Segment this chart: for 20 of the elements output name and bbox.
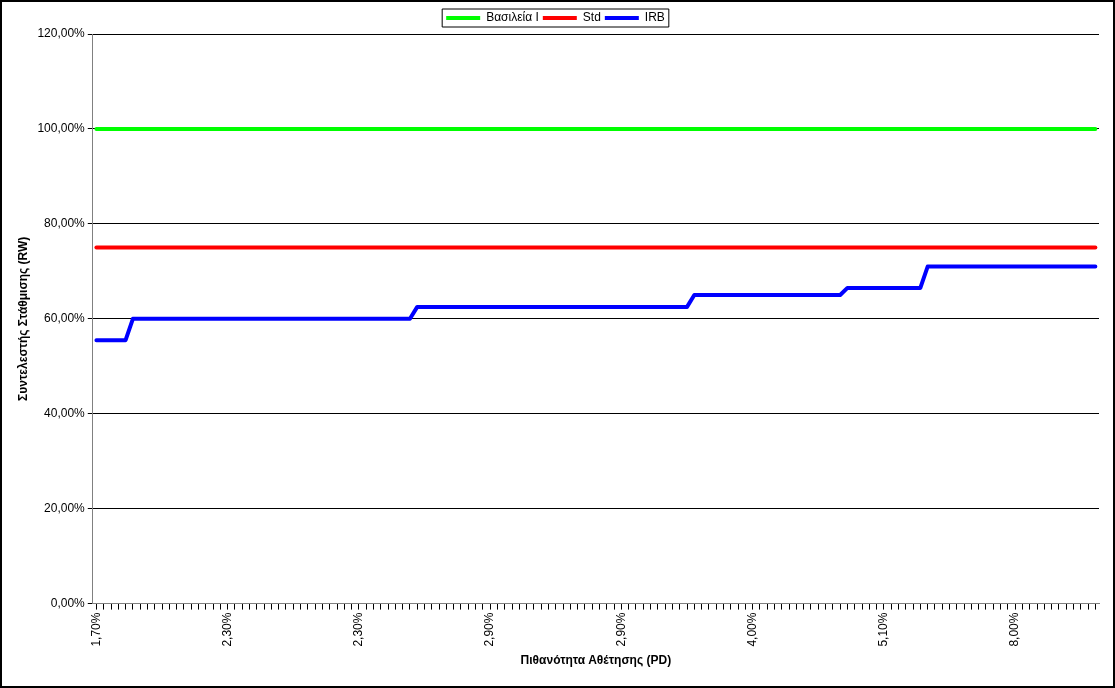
x-tick-label: 8,00% <box>1007 612 1022 647</box>
y-tick-label: 20,00% <box>44 500 86 515</box>
x-tick-label: 2,90% <box>613 612 628 647</box>
x-tick-label: 2,30% <box>351 612 366 647</box>
legend-label: Std <box>582 10 601 25</box>
x-tick-label: 2,30% <box>219 612 234 647</box>
legend-label: IRB <box>644 10 665 25</box>
x-tick-label: 4,00% <box>744 612 759 647</box>
x-axis-title: Πιθανότητα Αθέτησης (PD) <box>520 653 672 668</box>
y-tick-label: 100,00% <box>37 121 86 136</box>
y-tick-label: 80,00% <box>44 216 86 231</box>
legend-label: Βασιλεία I <box>486 10 539 25</box>
y-tick-label: 40,00% <box>44 406 86 421</box>
y-tick-label: 0,00% <box>50 595 86 610</box>
y-tick-label: 120,00% <box>37 26 86 41</box>
x-tick-label: 2,90% <box>482 612 497 647</box>
x-tick-label: 5,10% <box>876 612 891 647</box>
y-tick-label: 60,00% <box>44 311 86 326</box>
x-tick-label: 1,70% <box>88 612 103 647</box>
y-axis-title: Συντελεστής Στάθμισης (RW) <box>15 236 30 401</box>
